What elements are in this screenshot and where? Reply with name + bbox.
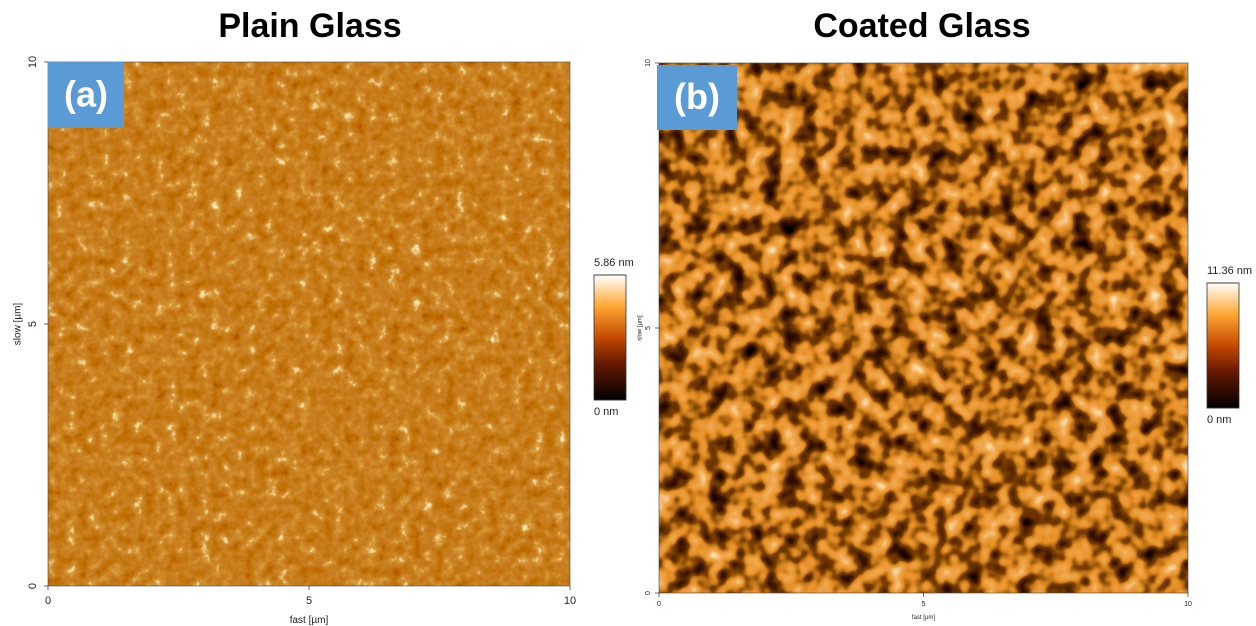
colorbar-label: 0 nm — [1207, 414, 1231, 426]
panel-title: Coated Glass — [813, 7, 1030, 45]
y-tick-label: 5 — [27, 321, 39, 327]
x-tick-label: 0 — [45, 595, 51, 607]
y-tick-label: 10 — [27, 56, 39, 68]
afm-image — [48, 62, 570, 586]
x-tick-label: 5 — [922, 601, 926, 608]
colorbar-label: 5.86 nm — [594, 257, 634, 269]
colorbar — [1207, 283, 1239, 408]
panel-label: (b) — [674, 76, 720, 117]
colorbar — [594, 275, 626, 400]
figure: Plain Glass (a) 0 5 10 0 5 10 fast [µm] slow [µm]… — [0, 0, 1256, 626]
x-tick-label: 5 — [306, 595, 312, 607]
y-tick-label: 10 — [645, 59, 652, 67]
x-axis-label: fast [µm] — [290, 615, 329, 626]
panel-title: Plain Glass — [218, 7, 401, 45]
y-axis-label: slow [µm] — [13, 303, 24, 346]
y-axis-label: slow [µm] — [638, 315, 644, 341]
colorbar-label: 0 nm — [594, 406, 618, 418]
x-tick-label: 0 — [657, 601, 661, 608]
x-tick-label: 10 — [1184, 601, 1192, 608]
x-tick-label: 10 — [564, 595, 576, 607]
y-tick-label: 5 — [645, 326, 652, 330]
colorbar-label: 11.36 nm — [1207, 265, 1252, 277]
x-axis-label: fast [µm] — [912, 615, 935, 621]
y-tick-label: 0 — [645, 591, 652, 595]
panel-label: (a) — [64, 74, 108, 115]
afm-image — [659, 63, 1188, 593]
y-tick-label: 0 — [27, 583, 39, 589]
